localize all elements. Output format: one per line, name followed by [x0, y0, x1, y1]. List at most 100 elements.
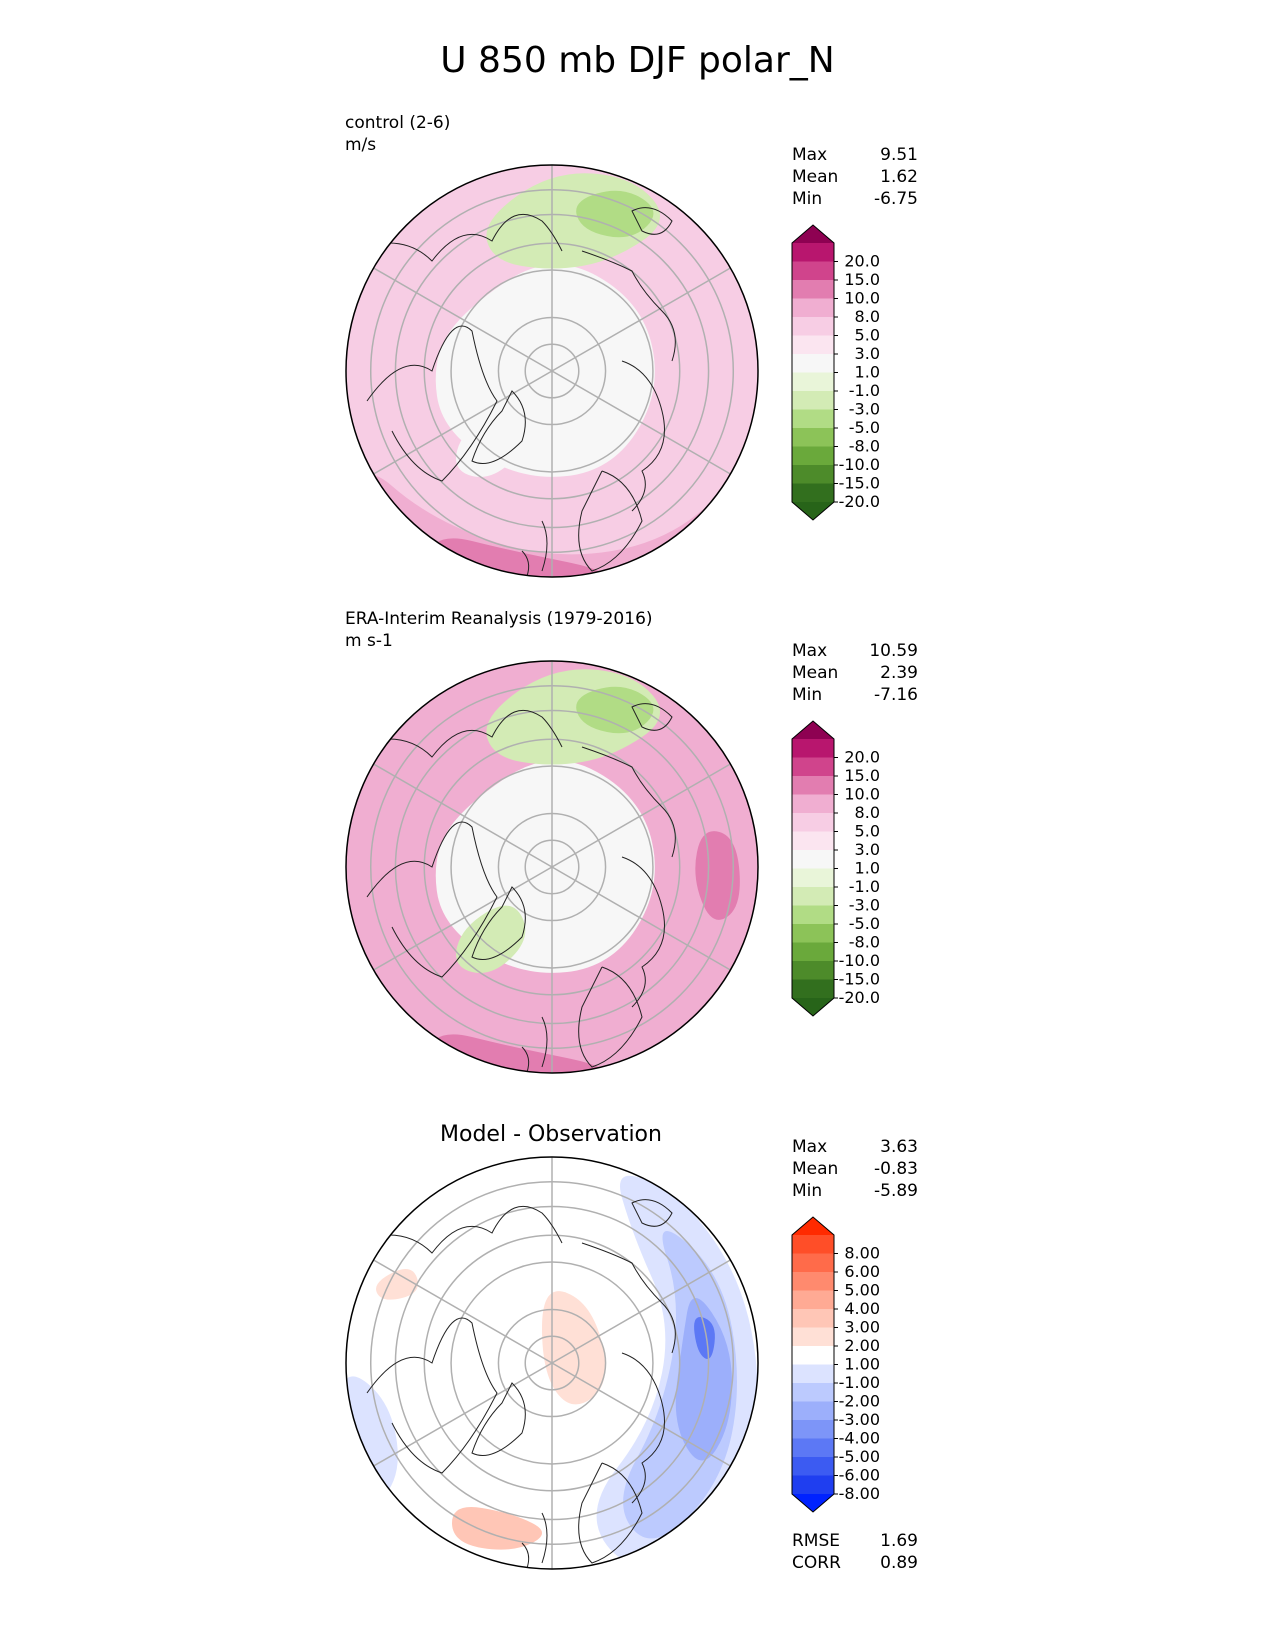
- colorbar-tick-label: 2.00: [844, 1336, 880, 1355]
- colorbar-band: [792, 391, 834, 410]
- colorbar-tick-label: 15.0: [844, 766, 880, 785]
- test-max-value: 9.51: [880, 145, 918, 165]
- field-negative-core: [694, 1317, 715, 1359]
- test-dataset-name: control (2-6): [345, 113, 451, 133]
- ref-max-value: 10.59: [869, 641, 918, 661]
- map-fill-test: [346, 165, 758, 577]
- colorbar-tick-label: -5.0: [849, 914, 880, 933]
- diff-error-stats: RMSE 1.69 CORR 0.89: [792, 1530, 918, 1574]
- colorbar-tick-label: 10.0: [844, 785, 880, 804]
- coastline: [366, 821, 498, 978]
- colorbar-band: [792, 739, 834, 758]
- test-min-value: -6.75: [874, 189, 918, 209]
- field-jet-core: [695, 831, 740, 920]
- diff-rmse-label: RMSE: [792, 1531, 841, 1551]
- coastline: [631, 1199, 673, 1227]
- diff-max-value: 3.63: [880, 1137, 918, 1157]
- colorbar-band: [792, 1457, 834, 1476]
- colorbar-band: [792, 887, 834, 906]
- ref-dataset-name: ERA-Interim Reanalysis (1979-2016): [345, 609, 653, 629]
- coastline: [578, 966, 643, 1068]
- colorbar-band: [792, 335, 834, 355]
- colorbar-tick-label: 15.0: [844, 270, 880, 289]
- colorbar-band: [792, 776, 834, 795]
- colorbar-band: [792, 1383, 834, 1402]
- colorbar-tick-label: 6.00: [844, 1262, 880, 1281]
- ref-min-value: -7.16: [874, 685, 918, 705]
- colorbar-band: [792, 483, 834, 503]
- diff-mean-label: Mean: [792, 1159, 839, 1179]
- colorbar-band: [792, 1253, 834, 1273]
- meridian-line: [373, 267, 553, 372]
- map-fill-diff: [346, 1157, 758, 1569]
- colorbar-tick-label: -20.0: [839, 988, 880, 1007]
- meridian-line: [551, 866, 731, 971]
- colorbar-tick-label: -3.00: [839, 1410, 880, 1429]
- ref-min-label: Min: [792, 685, 823, 705]
- colorbar-band: [792, 794, 834, 814]
- ref-panel-label: ERA-Interim Reanalysis (1979-2016) m s-1: [345, 608, 653, 652]
- colorbar-tick-label: -5.00: [839, 1447, 880, 1466]
- colorbar-band: [792, 428, 834, 447]
- ref-mean-label: Mean: [792, 663, 839, 683]
- test-max-label: Max: [792, 145, 828, 165]
- colorbar-band: [792, 831, 834, 851]
- colorbar-band: [792, 317, 834, 336]
- colorbar-tick-label: 3.00: [844, 1318, 880, 1337]
- colorbar-band: [792, 961, 834, 980]
- coastline: [621, 856, 665, 1008]
- colorbar-band: [792, 1235, 834, 1254]
- colorbar-tick-label: 8.0: [855, 307, 880, 326]
- field-greenland: [456, 409, 526, 477]
- colorbar-band: [792, 372, 834, 392]
- colorbar-band: [792, 1272, 834, 1291]
- colorbar-tick-label: -20.0: [839, 492, 880, 511]
- meridian-line: [373, 763, 553, 868]
- map-boundary: [345, 660, 759, 1074]
- colorbar-band: [792, 757, 834, 777]
- coastline: [366, 325, 498, 482]
- colorbar-band: [792, 409, 834, 429]
- coastline: [621, 1352, 665, 1504]
- diff-corr-label: CORR: [792, 1553, 841, 1573]
- colorbar-tick-label: -6.00: [839, 1466, 880, 1485]
- test-stats: Max 9.51 Mean 1.62 Min -6.75: [792, 144, 918, 210]
- coastline: [581, 1242, 676, 1354]
- map-fill-ref: [346, 661, 758, 1073]
- colorbar-tick-label: -8.0: [849, 933, 880, 952]
- diff-min-value: -5.89: [874, 1181, 918, 1201]
- colorbar-band: [792, 1420, 834, 1439]
- colorbar-band: [792, 1475, 834, 1495]
- colorbar-tick-label: 10.0: [844, 289, 880, 308]
- coastline: [351, 213, 563, 262]
- meridian-line: [373, 1259, 553, 1364]
- field-positive-pacific: [376, 1269, 418, 1300]
- test-mean-label: Mean: [792, 167, 839, 187]
- colorbar-tick-label: 5.00: [844, 1281, 880, 1300]
- colorbar-band: [792, 1401, 834, 1421]
- colorbar-tick-label: -5.0: [849, 418, 880, 437]
- colorbar-tick-label: -10.0: [839, 951, 880, 970]
- colorbar-band: [792, 465, 834, 484]
- colorbar-band: [792, 979, 834, 999]
- coastline: [631, 703, 673, 731]
- colorbar-tick-label: -8.0: [849, 437, 880, 456]
- colorbar-band: [792, 924, 834, 943]
- coastline: [351, 1205, 563, 1254]
- coastline: [471, 1382, 526, 1456]
- colorbar-tick-label: 5.0: [855, 326, 880, 345]
- coastline: [578, 1462, 643, 1564]
- colorbar-tick-label: 1.0: [855, 363, 880, 382]
- colorbar-tick-label: -3.0: [849, 896, 880, 915]
- colorbar-band: [792, 942, 834, 962]
- meridian-line: [373, 866, 553, 971]
- field-positive-atlantic: [452, 1507, 542, 1550]
- coastline: [351, 709, 563, 758]
- coastline: [581, 250, 676, 362]
- test-panel-label: control (2-6) m/s: [345, 112, 450, 156]
- colorbar-tick-label: -15.0: [839, 970, 880, 989]
- diff-stats: Max 3.63 Mean -0.83 Min -5.89: [792, 1136, 918, 1202]
- meridian-line: [551, 267, 731, 372]
- ref-mean-value: 2.39: [880, 663, 918, 683]
